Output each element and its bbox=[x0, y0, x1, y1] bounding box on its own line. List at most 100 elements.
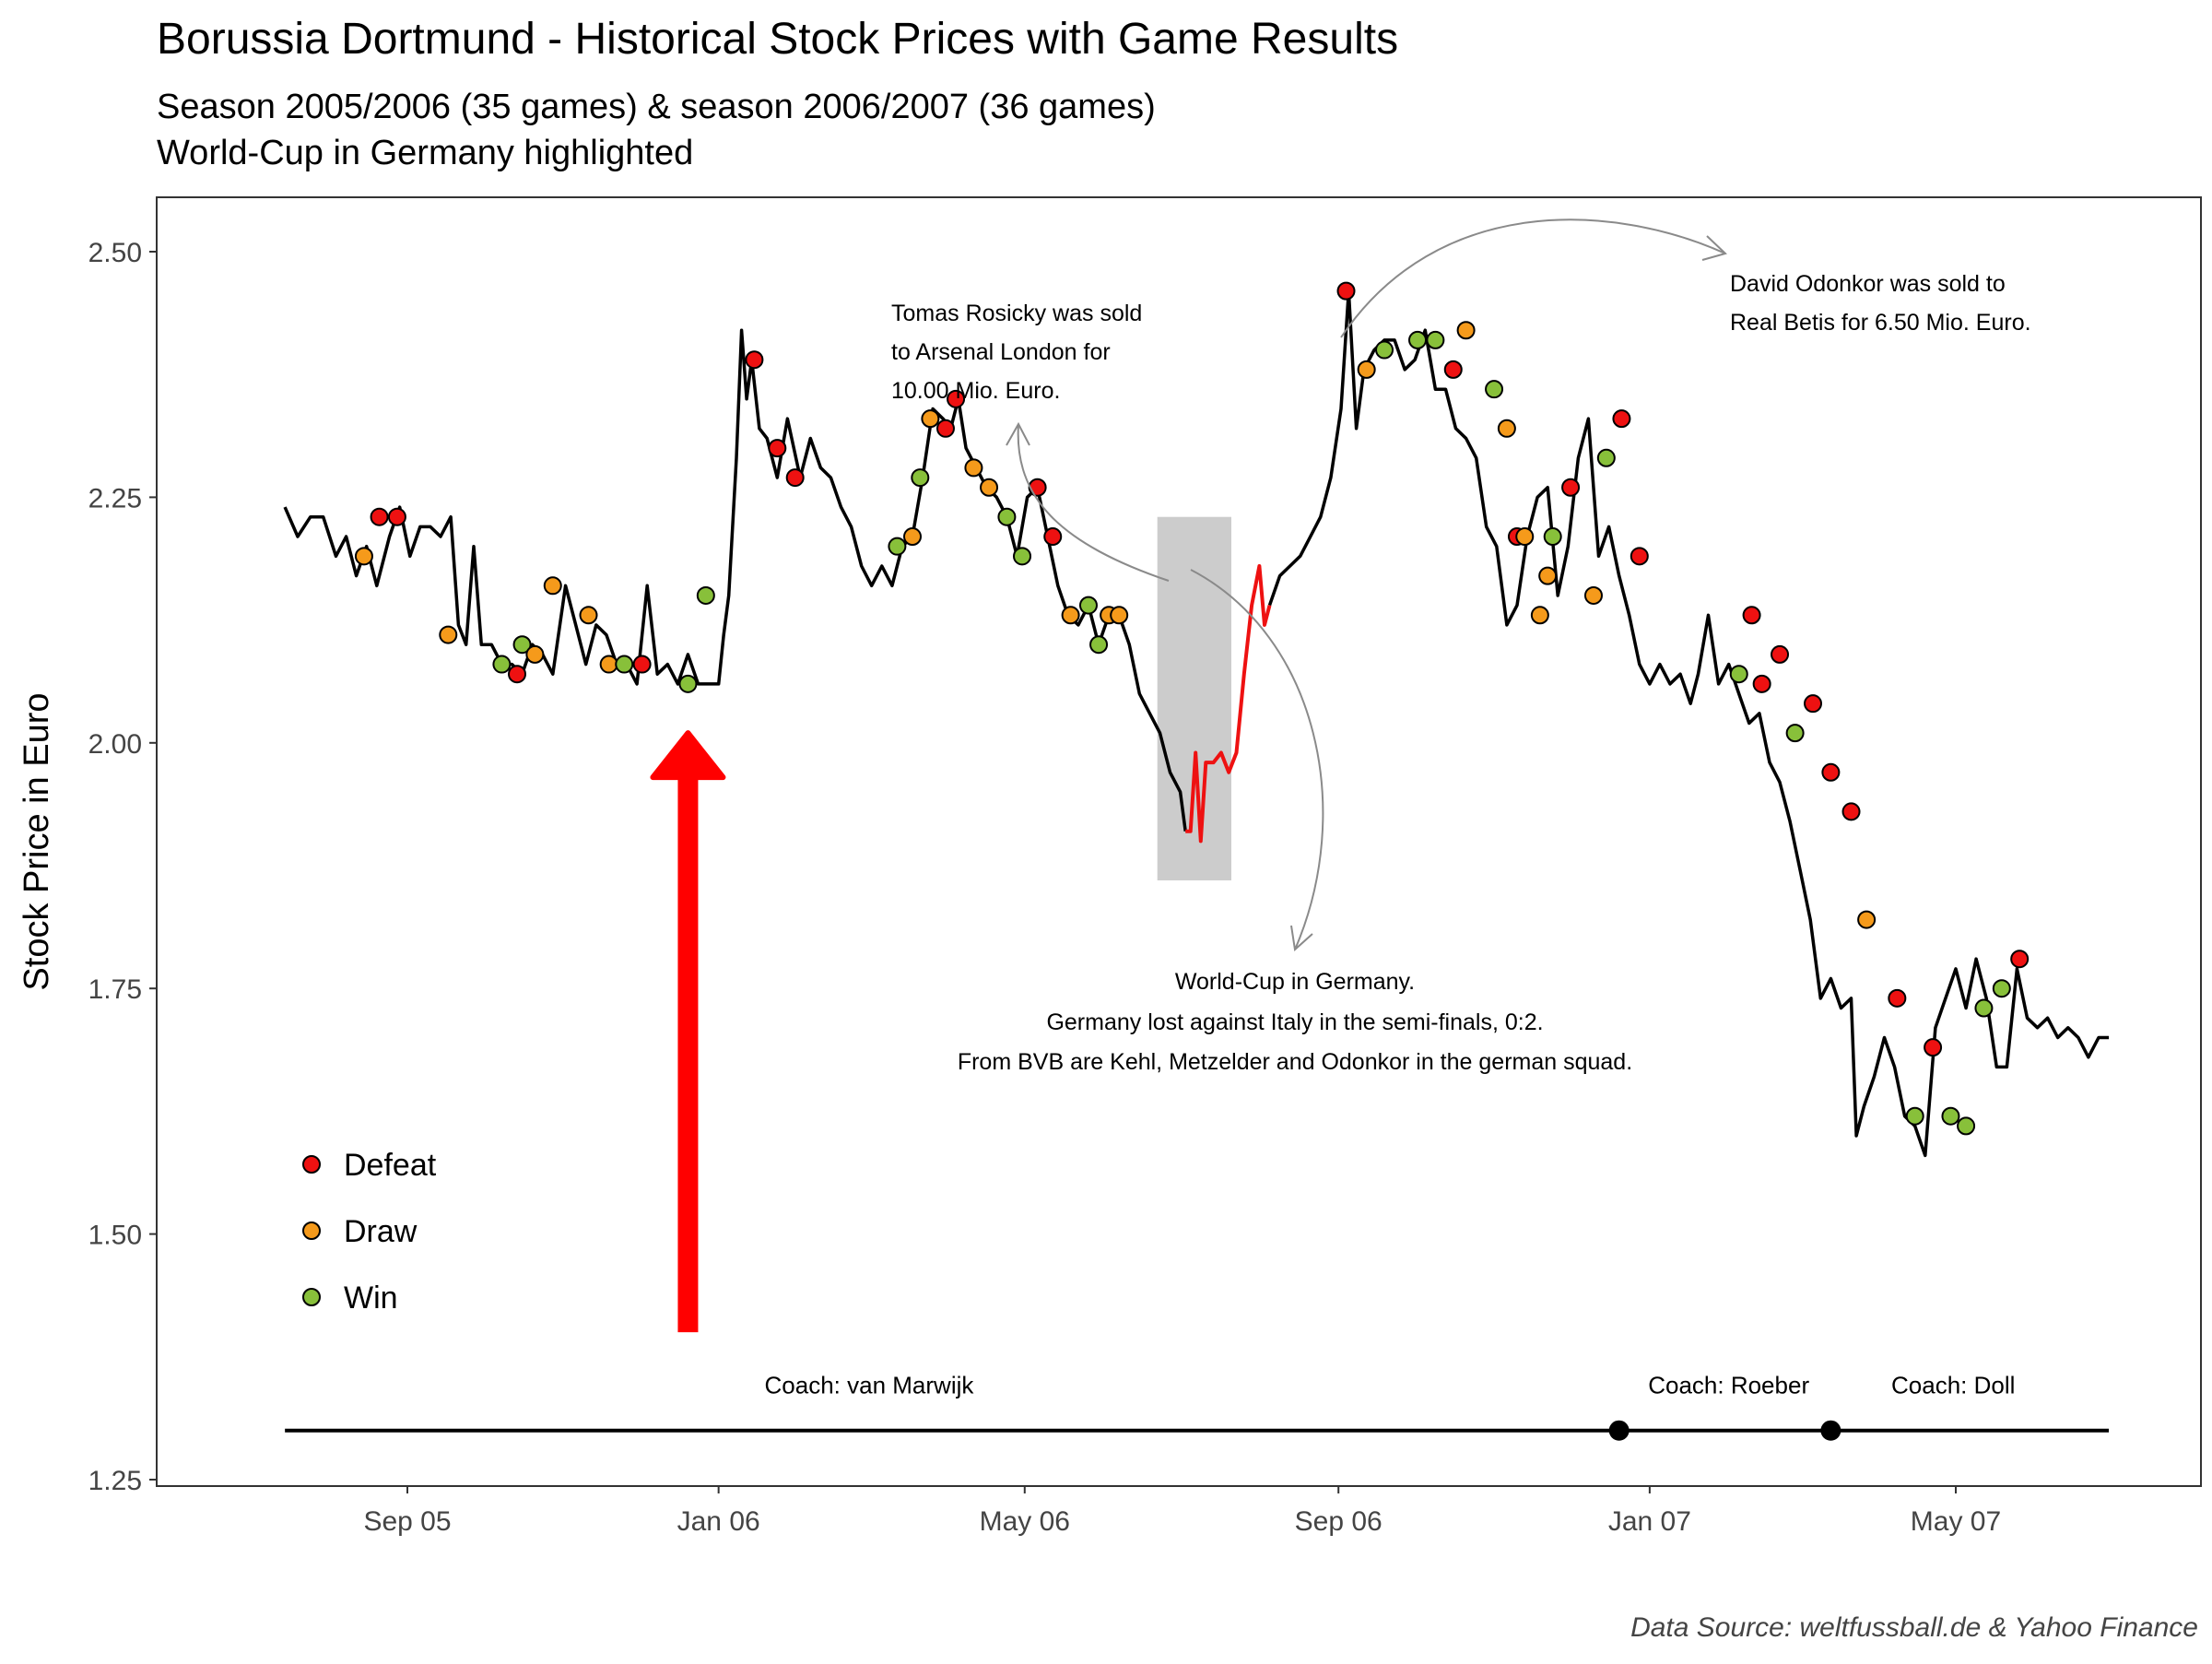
y-axis-title: Stock Price in Euro bbox=[18, 692, 56, 990]
chart-caption: Data Source: weltfussball.de & Yahoo Fin… bbox=[1630, 1612, 2198, 1643]
game-point-draw bbox=[599, 655, 618, 674]
annotation-odonkor: David Odonkor was sold to Real Betis for… bbox=[1730, 271, 2031, 336]
y-tick-label: 2.25 bbox=[88, 483, 142, 513]
game-point-draw bbox=[579, 606, 598, 625]
arrow-to-rosicky-head bbox=[1006, 421, 1030, 446]
game-point-win bbox=[1485, 380, 1504, 399]
arrow-to-odonkor bbox=[1340, 218, 1726, 338]
coach-label: Coach: Roeber bbox=[1648, 1372, 1809, 1399]
game-point-win bbox=[997, 507, 1017, 526]
x-tick-label: May 07 bbox=[1911, 1506, 2001, 1537]
game-point-draw bbox=[1110, 606, 1129, 625]
game-point-win bbox=[1543, 527, 1562, 547]
game-point-defeat bbox=[947, 389, 966, 408]
game-point-defeat bbox=[2010, 950, 2030, 969]
game-point-draw bbox=[1583, 585, 1603, 605]
game-point-win bbox=[888, 537, 907, 556]
game-point-draw bbox=[964, 458, 983, 478]
game-point-defeat bbox=[785, 468, 805, 488]
legend-key-defeat bbox=[302, 1155, 321, 1174]
arrow-to-odonkor-head bbox=[1701, 235, 1727, 261]
game-point-win bbox=[1596, 448, 1616, 467]
game-point-defeat bbox=[1043, 527, 1063, 547]
game-point-defeat bbox=[632, 655, 652, 674]
annotation-odonkor-line-1: David Odonkor was sold to bbox=[1730, 271, 2006, 297]
annotation-rosicky-line-2: to Arsenal London for bbox=[891, 339, 1111, 365]
annotation-rosicky-line-1: Tomas Rosicky was sold bbox=[891, 301, 1142, 326]
price-line-2006-2007 bbox=[1267, 289, 2110, 1158]
game-point-win bbox=[1992, 979, 2011, 998]
annotation-odonkor-line-2: Real Betis for 6.50 Mio. Euro. bbox=[1730, 310, 2031, 336]
chart-subtitle-line-1: Season 2005/2006 (35 games) & season 200… bbox=[157, 88, 1156, 126]
game-point-draw bbox=[543, 576, 562, 596]
game-point-defeat bbox=[1771, 644, 1790, 664]
rise-arrow bbox=[650, 730, 726, 1333]
game-point-defeat bbox=[745, 350, 764, 370]
game-point-defeat bbox=[1612, 409, 1631, 429]
game-point-defeat bbox=[768, 439, 787, 458]
game-point-win bbox=[1013, 547, 1032, 566]
game-point-win bbox=[492, 655, 512, 674]
annotation-rosicky: Tomas Rosicky was sold to Arsenal London… bbox=[891, 301, 1142, 404]
legend: Defeat Draw Win bbox=[302, 1148, 437, 1316]
game-point-defeat bbox=[1742, 606, 1761, 625]
game-point-defeat bbox=[1804, 694, 1823, 714]
plot-panel bbox=[156, 196, 2202, 1487]
annotation-worldcup-line-2: Germany lost against Italy in the semi-f… bbox=[1046, 1009, 1543, 1035]
arrow-to-worldcup bbox=[1190, 569, 1324, 950]
game-point-defeat bbox=[387, 507, 406, 526]
annotation-worldcup-line-1: World-Cup in Germany. bbox=[1175, 969, 1415, 995]
x-axis: Sep 05 Jan 06 May 06 Sep 06 Jan 07 May 07 bbox=[363, 1486, 2001, 1537]
game-point-defeat bbox=[1924, 1038, 1943, 1057]
x-tick-label: Sep 06 bbox=[1295, 1506, 1382, 1537]
x-tick-label: Jan 07 bbox=[1608, 1506, 1691, 1537]
game-point-win bbox=[1785, 724, 1805, 743]
game-point-win bbox=[1078, 596, 1098, 615]
game-point-win bbox=[1426, 330, 1445, 349]
chart-subtitle-line-2: World-Cup in Germany highlighted bbox=[157, 134, 693, 172]
x-tick-label: Sep 05 bbox=[363, 1506, 451, 1537]
game-point-win bbox=[1974, 998, 1994, 1018]
annotation-arrows bbox=[1006, 218, 1727, 951]
coach-timeline: Coach: van Marwijk Coach: Roeber Coach: Do… bbox=[285, 1372, 2110, 1441]
game-point-draw bbox=[1515, 527, 1535, 547]
game-point-defeat bbox=[1028, 478, 1047, 497]
y-tick-label: 1.50 bbox=[88, 1221, 142, 1251]
legend-label-defeat: Defeat bbox=[344, 1148, 437, 1183]
game-point-draw bbox=[1530, 606, 1549, 625]
annotation-worldcup: World-Cup in Germany. Germany lost again… bbox=[958, 969, 1632, 1075]
worldcup-highlight bbox=[1157, 516, 1231, 880]
chart-title: Borussia Dortmund - Historical Stock Pri… bbox=[157, 15, 1398, 64]
legend-label-draw: Draw bbox=[344, 1214, 418, 1249]
y-tick-label: 2.00 bbox=[88, 729, 142, 760]
game-point-defeat bbox=[370, 507, 389, 526]
legend-key-draw bbox=[302, 1221, 321, 1240]
game-point-defeat bbox=[1336, 281, 1356, 301]
game-point-draw bbox=[1061, 606, 1080, 625]
game-point-win bbox=[1905, 1106, 1924, 1126]
arrow-to-rosicky bbox=[1017, 423, 1170, 582]
game-point-defeat bbox=[1841, 802, 1861, 821]
legend-key-win bbox=[302, 1288, 321, 1306]
game-point-draw bbox=[1857, 910, 1877, 929]
game-point-win bbox=[1375, 340, 1394, 360]
price-line-worldcup bbox=[1185, 564, 1272, 844]
game-point-defeat bbox=[1821, 762, 1841, 782]
game-point-defeat bbox=[508, 665, 527, 684]
game-result-points bbox=[354, 281, 2030, 1136]
x-tick-label: Jan 06 bbox=[677, 1506, 760, 1537]
game-point-draw bbox=[525, 644, 545, 664]
game-point-win bbox=[1408, 330, 1428, 349]
annotation-worldcup-line-3: From BVB are Kehl, Metzelder and Odonkor… bbox=[958, 1049, 1632, 1075]
game-point-win bbox=[512, 635, 532, 655]
game-point-win bbox=[696, 585, 715, 605]
game-point-win bbox=[678, 674, 698, 693]
game-point-defeat bbox=[935, 419, 955, 438]
game-point-draw bbox=[1456, 321, 1476, 340]
game-point-win bbox=[615, 655, 634, 674]
arrow-to-worldcup-head bbox=[1290, 925, 1313, 951]
coach-label: Coach: Doll bbox=[1891, 1372, 2015, 1399]
game-point-defeat bbox=[1561, 478, 1581, 497]
